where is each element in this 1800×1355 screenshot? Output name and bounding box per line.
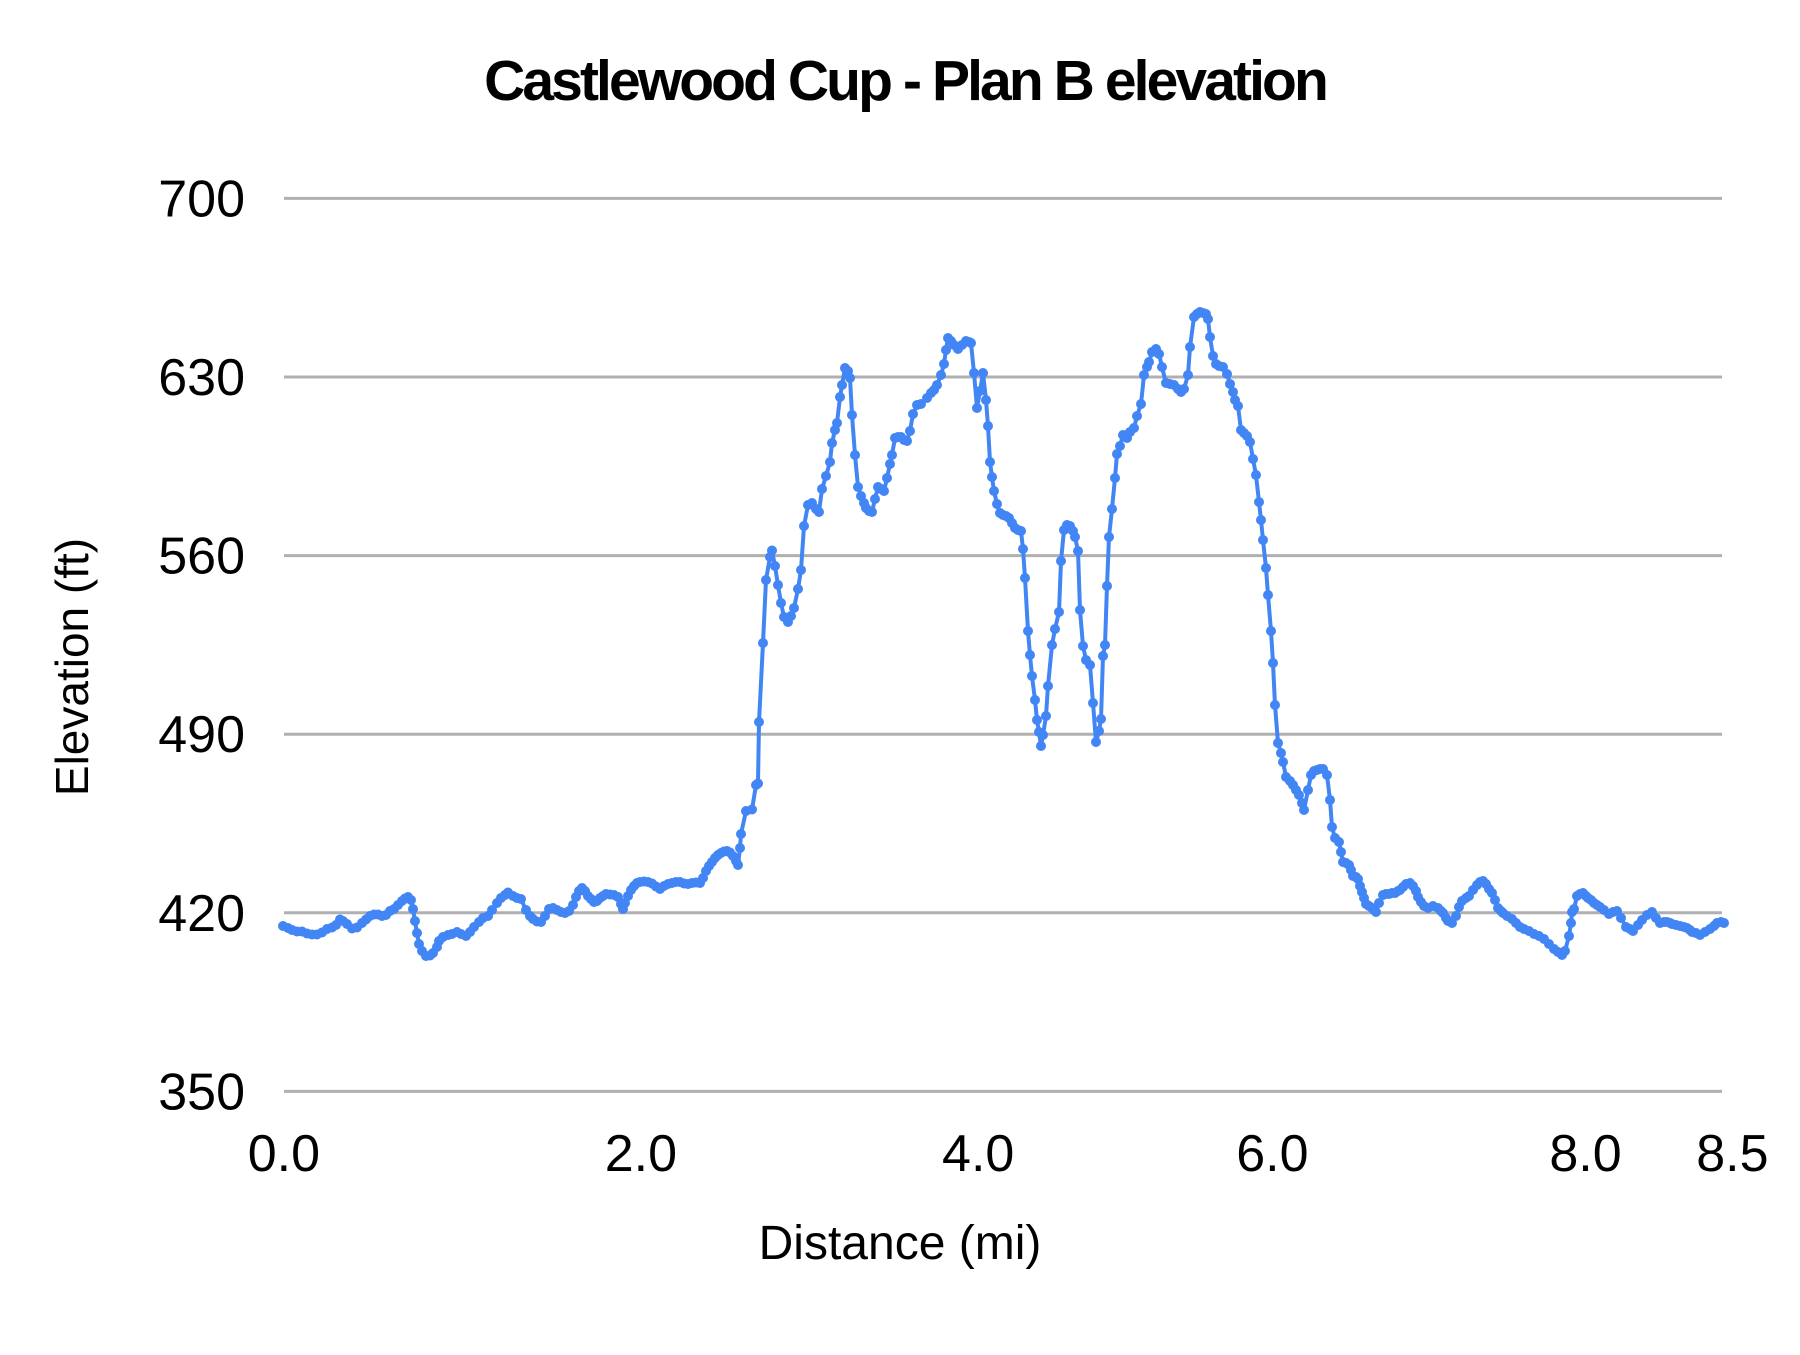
svg-text:Distance (mi): Distance (mi) <box>759 1217 1042 1270</box>
svg-text:8.5: 8.5 <box>1696 1125 1768 1183</box>
svg-text:6.0: 6.0 <box>1236 1125 1308 1183</box>
svg-text:350: 350 <box>158 1063 245 1121</box>
svg-text:Elevation (ft): Elevation (ft) <box>46 538 98 796</box>
svg-text:700: 700 <box>158 170 245 228</box>
svg-text:8.0: 8.0 <box>1549 1125 1621 1183</box>
svg-text:2.0: 2.0 <box>605 1125 677 1183</box>
svg-text:4.0: 4.0 <box>942 1125 1014 1183</box>
svg-text:630: 630 <box>158 349 245 407</box>
svg-text:0.0: 0.0 <box>248 1125 320 1183</box>
svg-text:490: 490 <box>158 706 245 764</box>
svg-text:420: 420 <box>158 885 245 943</box>
svg-text:560: 560 <box>158 528 245 586</box>
svg-text:Castlewood Cup - Plan B elevat: Castlewood Cup - Plan B elevation <box>484 49 1326 113</box>
